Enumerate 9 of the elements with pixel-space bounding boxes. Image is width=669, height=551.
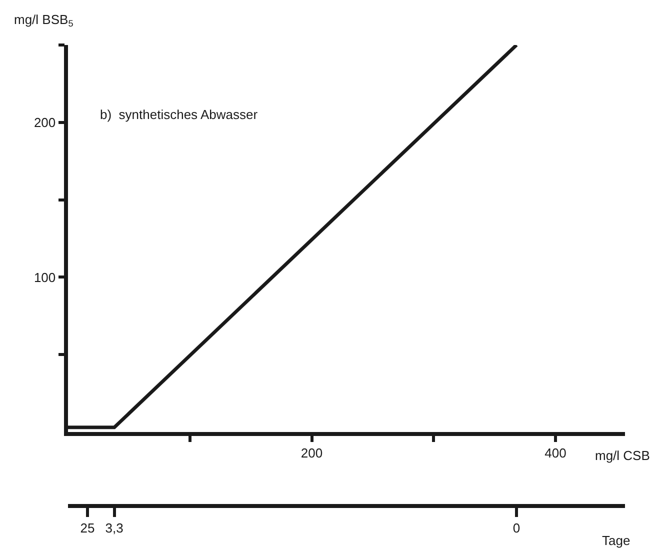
x-axis-title: mg/l CSB	[595, 448, 650, 463]
annotation: 25	[80, 520, 95, 536]
y-axis-title: mg/l BSB$_{5}$	[14, 12, 74, 29]
annotation: 0	[512, 520, 520, 536]
text: b) synthetisches Abwasser	[100, 107, 258, 122]
x2-axis-title: Tage	[602, 533, 630, 548]
y-tick-label: 100	[34, 270, 56, 285]
annotation: 3,3	[105, 520, 124, 536]
x-tick-label: 400	[544, 445, 566, 460]
